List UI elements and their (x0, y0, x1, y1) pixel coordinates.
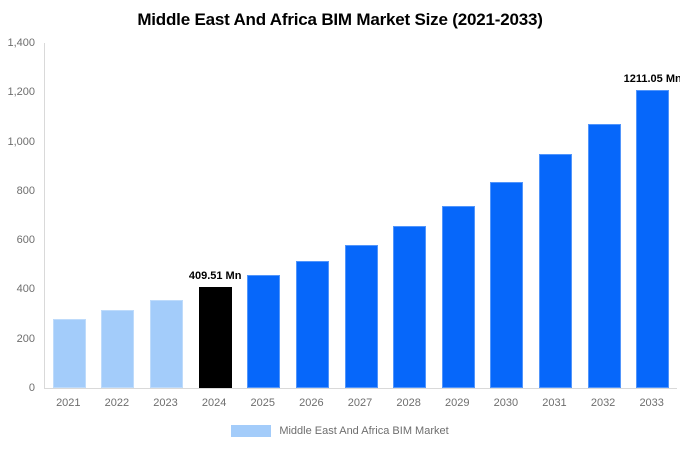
legend: Middle East And Africa BIM Market (0, 425, 680, 437)
x-tick-label-2029: 2029 (444, 397, 470, 409)
y-tick-label: 1,200 (7, 86, 35, 99)
bar-2031[interactable] (538, 154, 572, 388)
legend-label: Middle East And Africa BIM Market (279, 425, 449, 437)
bar-2021[interactable] (52, 318, 86, 388)
bar-2033[interactable] (636, 89, 670, 388)
bar-value-label-2024: 409.51 Mn (188, 270, 242, 283)
bar-2023[interactable] (150, 300, 184, 388)
y-tick-label: 1,400 (7, 37, 35, 49)
legend-swatch (231, 425, 272, 437)
x-tick-label-2027: 2027 (347, 397, 373, 409)
x-tick-label-2031: 2031 (542, 397, 567, 409)
plot-area: 409.51 Mn 1211.05 Mn (44, 43, 680, 389)
x-tick-label-2025: 2025 (250, 397, 275, 409)
bar-2027[interactable] (344, 244, 378, 388)
x-axis: 2021 2022 2023 2024 2025 2026 2027 2028 2029 2030… (44, 397, 676, 413)
bar-2032[interactable] (587, 124, 621, 388)
y-tick-label: 1,000 (7, 135, 35, 148)
bar-2029[interactable] (441, 205, 475, 388)
bar-2030[interactable] (490, 181, 524, 388)
y-tick-label: 600 (16, 234, 35, 247)
y-tick-label: 400 (16, 283, 35, 296)
x-tick-label-2032: 2032 (590, 397, 616, 409)
bar-2025[interactable] (247, 275, 281, 388)
x-tick-label-2023: 2023 (153, 397, 178, 409)
x-tick-label-2028: 2028 (396, 397, 421, 409)
x-tick-label-2022: 2022 (104, 397, 130, 409)
bar-2028[interactable] (393, 226, 427, 388)
bar-value-label-2033: 1211.05 Mn (623, 72, 680, 85)
x-tick-label-2021: 2021 (56, 397, 81, 409)
y-tick-label: 0 (28, 382, 35, 394)
x-tick-label-2030: 2030 (493, 397, 519, 409)
x-tick-label-2024: 2024 (201, 397, 227, 409)
y-tick-label: 800 (16, 184, 35, 197)
legend-item-bim-market[interactable]: Middle East And Africa BIM Market (231, 425, 449, 437)
chart-title: Middle East And Africa BIM Market Size (… (137, 10, 543, 29)
bar-2024[interactable] (198, 287, 232, 388)
y-axis: 0 200 400 600 800 1,000 1,200 1,400 (0, 37, 40, 394)
x-tick-label-2033: 2033 (639, 397, 664, 409)
x-tick-label-2026: 2026 (299, 397, 324, 409)
bar-2022[interactable] (101, 310, 135, 388)
bar-2026[interactable] (295, 261, 329, 388)
y-tick-label: 200 (16, 332, 35, 345)
